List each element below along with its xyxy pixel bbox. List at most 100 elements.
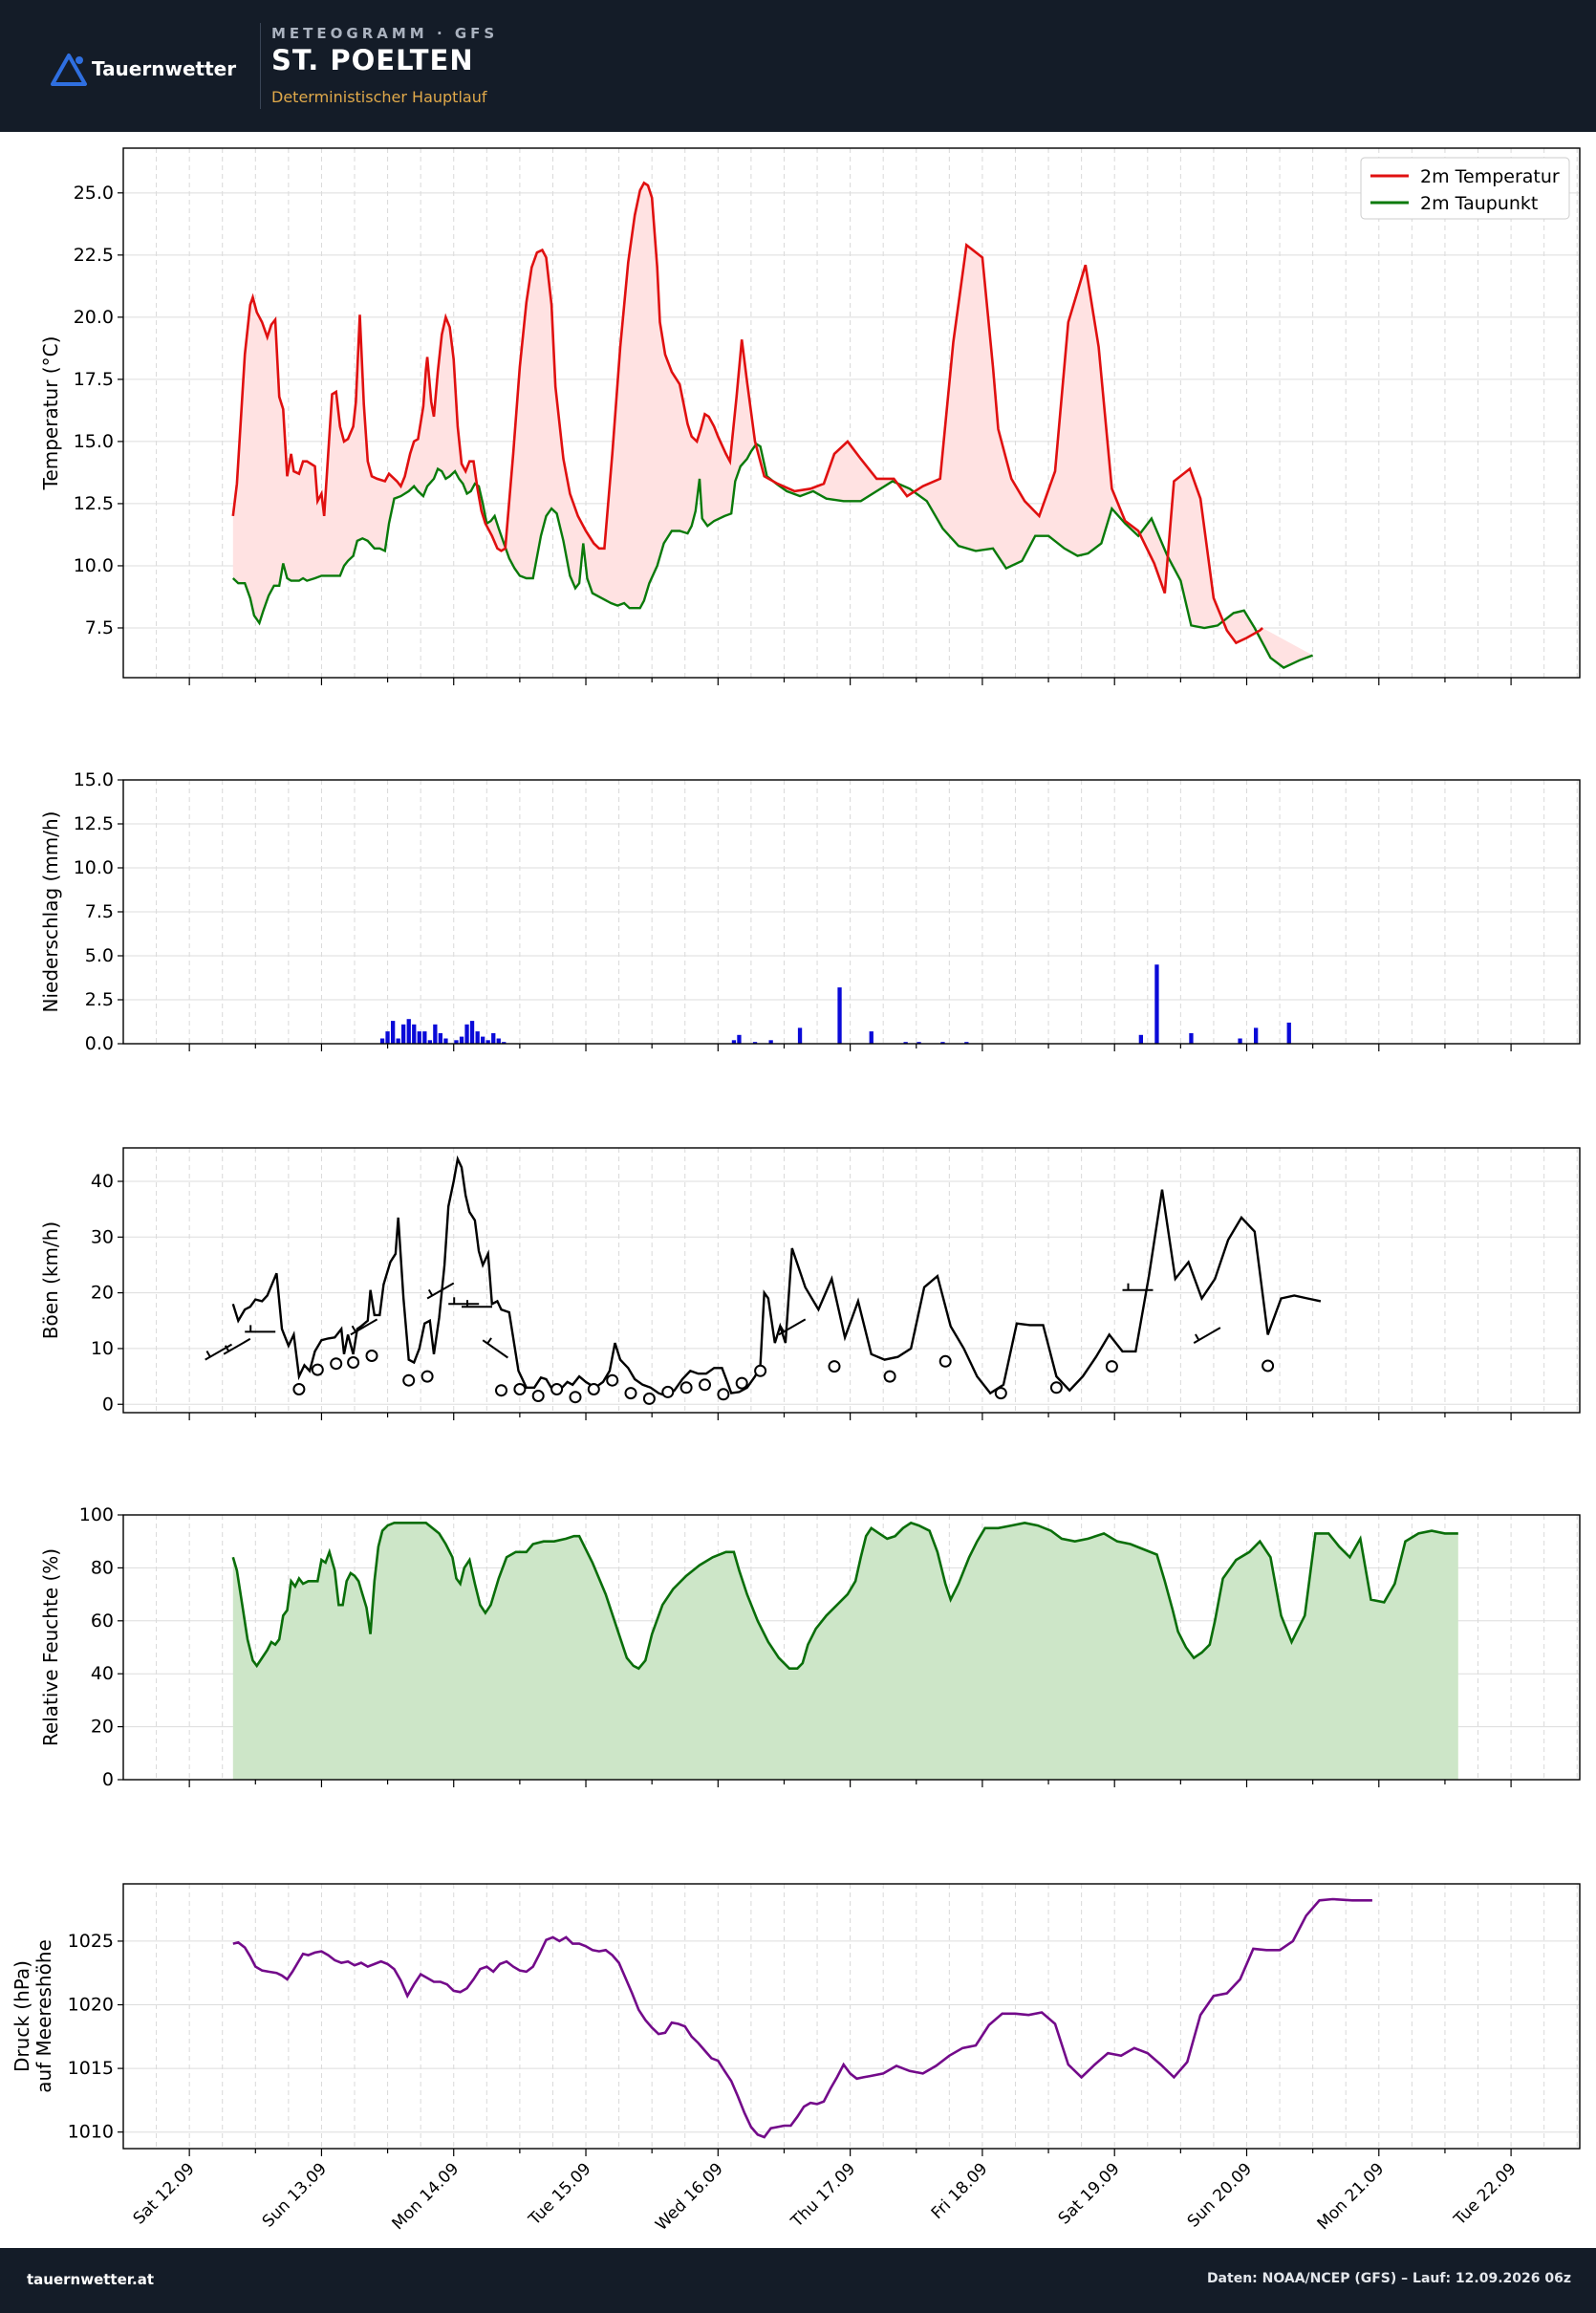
footer-bar: tauernwetter.at Daten: NOAA/NCEP (GFS) –… [0, 2248, 1596, 2313]
calm-wind-marker [495, 1384, 507, 1397]
precip-bar [469, 1021, 475, 1044]
precip-bar [379, 1038, 385, 1044]
wind-barb [223, 1337, 251, 1355]
y-tick-label: 40 [91, 1171, 114, 1192]
precip-bar [475, 1031, 480, 1044]
x-tick-label: Sat 12.09 [130, 2159, 199, 2228]
x-tick-label: Tue 22.09 [1450, 2159, 1521, 2230]
precip-bar [401, 1024, 406, 1044]
x-tick-label: Thu 17.09 [787, 2159, 859, 2232]
precip-bar [396, 1038, 400, 1044]
precip-bar [412, 1024, 417, 1044]
calm-wind-marker [938, 1354, 952, 1368]
wind-barb [482, 1337, 508, 1359]
precip-bar [459, 1036, 464, 1044]
calm-wind-marker [699, 1378, 711, 1392]
temperature-line [231, 181, 1263, 645]
calm-wind-marker [624, 1387, 637, 1400]
plot-frame [122, 147, 1581, 679]
footer-site-link[interactable]: tauernwetter.at [27, 2271, 155, 2288]
precip-bar [940, 1042, 945, 1044]
y-tick-label: 12.5 [74, 493, 114, 514]
calm-wind-marker [679, 1381, 693, 1394]
wind-barb-shaft [205, 1343, 232, 1361]
wind-barb-feather [205, 1351, 211, 1358]
calm-wind-marker [606, 1373, 619, 1387]
plot-frame [122, 1514, 1581, 1781]
y-tick-label: 0.0 [85, 1033, 114, 1054]
wind-barb [448, 1297, 480, 1306]
calm-wind-marker [311, 1363, 324, 1376]
calm-wind-marker [365, 1350, 378, 1362]
panel-1: 7.5 10.0 12.5 15.0 17.5 20.0 22.5 25.0 2m Temper… [39, 147, 1581, 685]
wind-barb [1122, 1283, 1154, 1291]
x-tick-label: Wed 16.09 [652, 2159, 727, 2235]
precip-bar [1138, 1034, 1143, 1044]
header-divider [260, 23, 261, 109]
precip-bar [391, 1021, 396, 1044]
calm-wind-marker [531, 1390, 545, 1402]
temp-dewpoint-band [232, 183, 1313, 668]
x-tick-label: Fri 18.09 [928, 2159, 992, 2223]
precip-bar [385, 1031, 390, 1044]
precip-bar [406, 1019, 411, 1044]
humidity-area [232, 1523, 1458, 1780]
y-axis-label: Niederschlag (mm/h) [39, 811, 62, 1013]
y-tick-label: 7.5 [85, 901, 114, 922]
calm-wind-marker [1105, 1360, 1118, 1373]
precip-bar [731, 1040, 737, 1044]
pressure-line [232, 1897, 1372, 2139]
plot-frame [122, 1147, 1581, 1414]
wind-barb-shaft [778, 1318, 807, 1336]
calm-wind-marker [717, 1388, 730, 1401]
legend-box [1360, 157, 1570, 220]
y-tick-label: 10.0 [74, 555, 114, 576]
calm-wind-marker [1049, 1381, 1063, 1394]
calm-wind-marker [550, 1383, 564, 1395]
plot-frame [122, 1883, 1581, 2150]
y-tick-label: 40 [91, 1663, 114, 1684]
wind-barb-feather [779, 1325, 785, 1332]
y-tick-label: 10 [91, 1338, 114, 1359]
precip-bar [737, 1034, 742, 1044]
y-tick-label: 12.5 [74, 813, 114, 834]
y-tick-label: 1020 [68, 1995, 114, 2016]
brand-logo[interactable]: Tauernwetter [50, 48, 250, 90]
precip-bar [502, 1042, 507, 1044]
legend-label: 2m Temperatur [1420, 166, 1560, 187]
wind-barb-feather [351, 1325, 356, 1332]
header-kicker: METEOGRAMM · GFS [271, 25, 499, 42]
gust-line [231, 1155, 1322, 1397]
x-tick-label: Mon 21.09 [1314, 2159, 1389, 2234]
y-tick-label: 1010 [68, 2122, 114, 2143]
calm-wind-marker [569, 1391, 582, 1404]
panel-4: 0 20 40 60 80 100 Relative Feuchte (%) [39, 1504, 1581, 1790]
calm-wind-marker [292, 1383, 306, 1395]
y-tick-label: 0 [102, 1769, 114, 1790]
wind-barb [1193, 1327, 1221, 1344]
precip-bar [1286, 1022, 1291, 1044]
wind-barb [350, 1318, 378, 1336]
x-tick-label: Sun 13.09 [259, 2159, 331, 2231]
y-tick-label: 10.0 [74, 857, 114, 878]
y-tick-label: 20 [91, 1717, 114, 1738]
x-tick-label: Sun 20.09 [1184, 2159, 1256, 2231]
y-tick-label: 60 [91, 1610, 114, 1632]
y-axis-label: Temperatur (°C) [39, 336, 62, 491]
x-tick-label: Sat 19.09 [1055, 2159, 1124, 2228]
calm-wind-marker [642, 1392, 656, 1405]
y-tick-label: 15.0 [74, 769, 114, 790]
precip-bar [417, 1031, 421, 1044]
precip-bar [917, 1042, 921, 1044]
wind-barb [778, 1318, 807, 1336]
calm-wind-marker [661, 1385, 675, 1398]
wind-barb [205, 1343, 232, 1361]
calm-wind-marker [330, 1357, 343, 1371]
y-tick-label: 80 [91, 1557, 114, 1578]
calm-wind-marker [754, 1364, 767, 1377]
y-tick-label: 1025 [68, 1931, 114, 1952]
precip-bar [454, 1040, 459, 1044]
page-title: ST. POELTEN [271, 44, 474, 76]
precip-bar [869, 1031, 873, 1044]
precip-bar [1189, 1033, 1194, 1044]
